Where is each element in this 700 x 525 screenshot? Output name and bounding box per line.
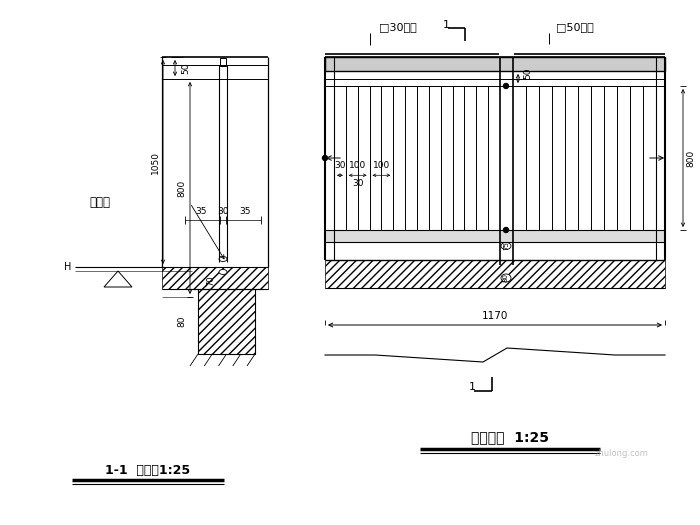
Bar [325, 57, 665, 71]
Text: 800: 800 [178, 180, 186, 197]
Text: zhulong.com: zhulong.com [595, 448, 649, 457]
Text: □30钢管: □30钢管 [379, 22, 417, 32]
Text: 1: 1 [468, 382, 475, 392]
Bar [162, 267, 268, 289]
Text: 室内栏杆  1:25: 室内栏杆 1:25 [471, 430, 549, 444]
Text: 100: 100 [349, 161, 366, 170]
Text: 80: 80 [178, 316, 186, 327]
Text: H: H [64, 262, 71, 272]
Text: 800: 800 [687, 150, 696, 166]
Text: 1050: 1050 [150, 151, 160, 173]
Text: 30: 30 [217, 206, 229, 215]
Ellipse shape [501, 243, 511, 249]
Text: 1: 1 [442, 20, 449, 30]
Text: 70: 70 [206, 276, 216, 286]
Bar [325, 260, 665, 288]
Ellipse shape [219, 269, 227, 275]
Text: 预埋件: 预埋件 [90, 196, 111, 209]
Ellipse shape [501, 274, 511, 282]
Bar [325, 230, 665, 242]
Text: 30: 30 [334, 161, 346, 170]
Circle shape [503, 83, 508, 89]
Ellipse shape [219, 257, 227, 261]
Text: 35: 35 [195, 206, 206, 215]
Text: 50: 50 [181, 62, 190, 74]
Text: 1170: 1170 [482, 311, 508, 321]
Text: 35: 35 [239, 206, 251, 215]
Bar [198, 289, 255, 354]
Bar [220, 58, 226, 66]
Text: 80: 80 [503, 274, 509, 282]
Text: 100: 100 [373, 161, 390, 170]
Text: 30: 30 [352, 179, 363, 188]
Text: 1-1  剖面图1:25: 1-1 剖面图1:25 [106, 464, 190, 477]
Circle shape [323, 155, 328, 161]
Text: □50钢管: □50钢管 [556, 22, 594, 32]
Circle shape [503, 227, 508, 233]
Text: 75: 75 [503, 242, 509, 250]
Text: 50: 50 [524, 68, 533, 79]
